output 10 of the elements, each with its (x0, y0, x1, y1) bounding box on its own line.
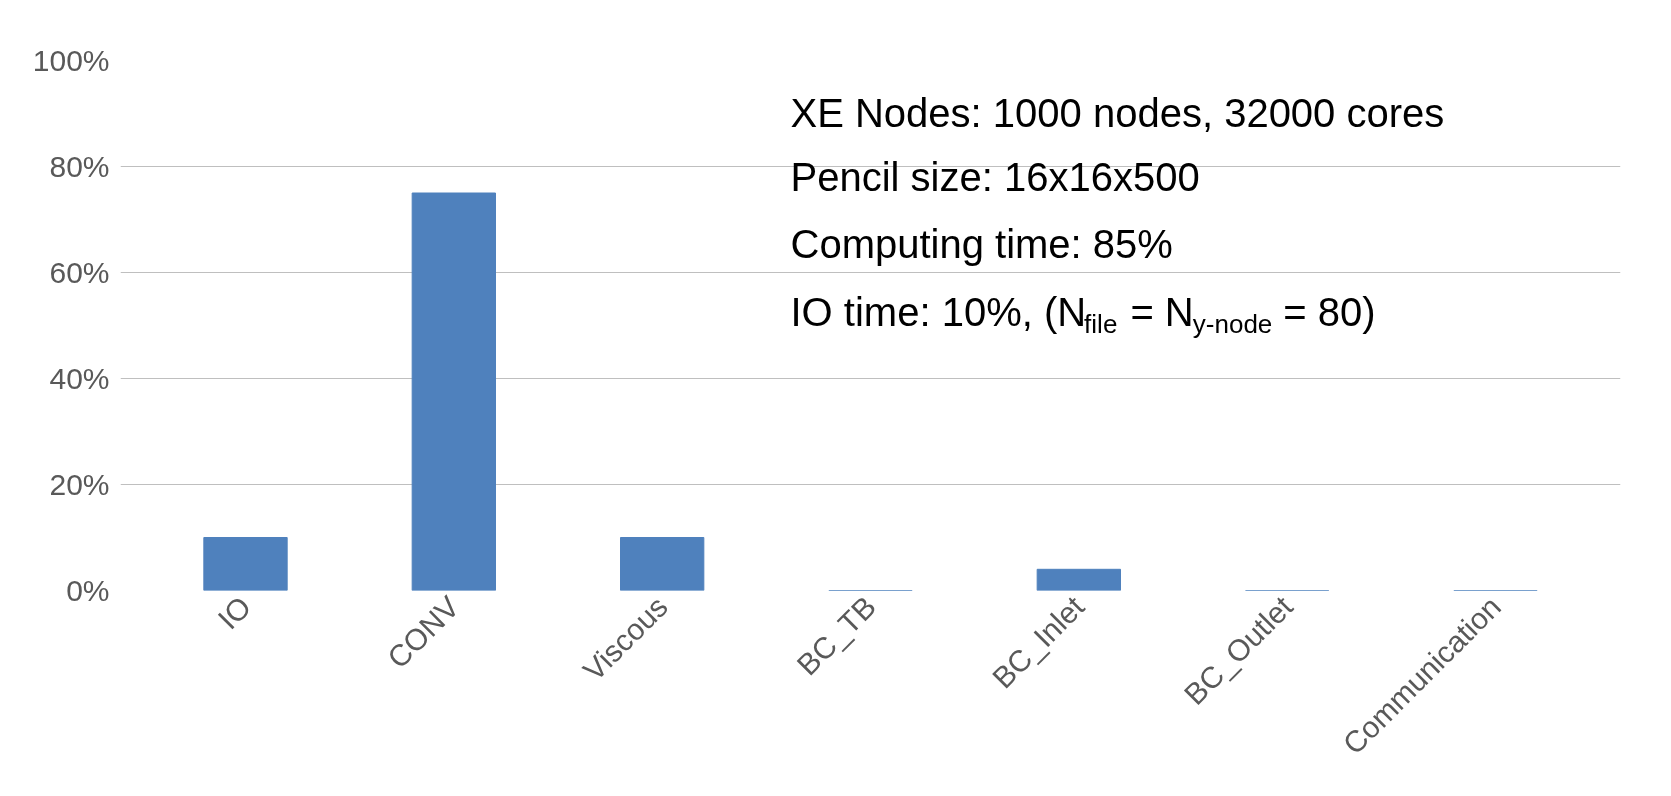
y-tick-label: 20% (49, 468, 110, 501)
annotation: Computing time: 85% (790, 221, 1173, 266)
annotation: XE Nodes: 1000 nodes, 32000 cores (790, 90, 1445, 135)
y-tick-label: 100% (32, 44, 110, 77)
y-tick-label: 0% (66, 574, 110, 607)
y-tick-label: 80% (49, 150, 110, 183)
y-tick-label: 40% (49, 362, 110, 395)
x-tick-label: IO (211, 589, 258, 636)
y-tick-label: 60% (49, 256, 110, 289)
annotation: Pencil size: 16x16x500 (790, 154, 1200, 199)
